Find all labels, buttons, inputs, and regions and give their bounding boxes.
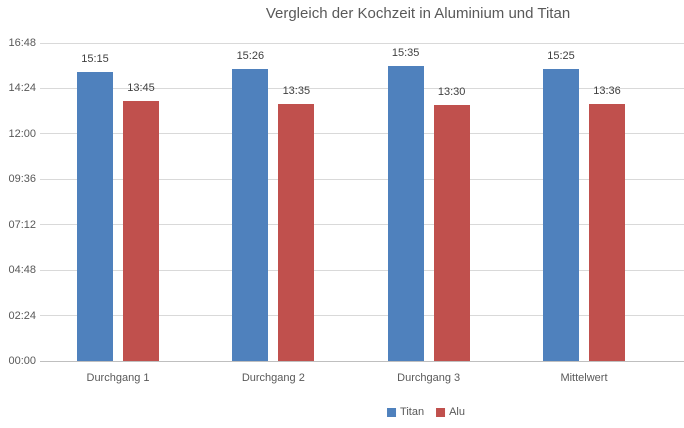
data-label-titan-4: 15:25 xyxy=(547,50,575,63)
bar-titan-1 xyxy=(77,72,113,361)
data-label-alu-3: 13:30 xyxy=(437,86,466,99)
bar-alu-4 xyxy=(588,103,625,361)
y-axis-tick-label: 16:48 xyxy=(8,37,36,49)
x-axis-category-label: Durchgang 1 xyxy=(86,372,150,384)
legend-swatch-alu xyxy=(436,407,446,417)
data-label-alu-1: 13:45 xyxy=(127,81,155,94)
y-gridline xyxy=(40,315,684,317)
y-gridline xyxy=(40,87,684,89)
bar-alu-2 xyxy=(278,103,315,361)
bar-alu-1 xyxy=(123,100,159,361)
data-label-titan-1: 15:15 xyxy=(81,53,109,66)
y-gridline xyxy=(40,42,684,44)
legend-swatch-titan xyxy=(387,407,397,417)
y-axis-tick-label: 02:24 xyxy=(8,309,36,322)
data-label-alu-2: 13:35 xyxy=(282,84,311,97)
legend-label-alu: Alu xyxy=(449,406,465,418)
chart-title: Vergleich der Kochzeit in Aluminium und … xyxy=(265,5,571,22)
data-label-titan-3: 15:35 xyxy=(391,47,420,60)
legend-item-alu: Alu xyxy=(436,406,465,418)
y-gridline xyxy=(40,133,684,135)
x-axis-category-label: Mittelwert xyxy=(560,372,608,384)
y-axis-tick-label: 14:24 xyxy=(8,82,36,95)
y-axis-tick-label: 04:48 xyxy=(8,264,36,277)
legend-label-titan: Titan xyxy=(400,406,425,418)
bar-titan-4 xyxy=(542,69,579,361)
x-axis-category-label: Durchgang 2 xyxy=(241,372,305,384)
legend: Titan Alu xyxy=(387,406,465,418)
bar-alu-3 xyxy=(433,105,470,361)
data-label-alu-4: 13:36 xyxy=(593,84,621,97)
y-gridline xyxy=(40,269,684,271)
x-axis-category-label: Durchgang 3 xyxy=(397,372,461,384)
y-axis-tick-label: 09:36 xyxy=(8,173,36,186)
y-axis-tick-label: 07:12 xyxy=(8,218,36,231)
y-gridline xyxy=(40,178,684,180)
bar-titan-3 xyxy=(387,66,424,361)
legend-item-titan: Titan xyxy=(387,406,424,418)
data-label-titan-2: 15:26 xyxy=(236,49,265,62)
y-gridline xyxy=(40,224,684,226)
x-axis-line xyxy=(40,360,684,362)
y-axis-tick-label: 00:00 xyxy=(8,355,36,367)
y-axis-tick-label: 12:00 xyxy=(8,127,36,140)
bar-titan-2 xyxy=(232,68,269,361)
